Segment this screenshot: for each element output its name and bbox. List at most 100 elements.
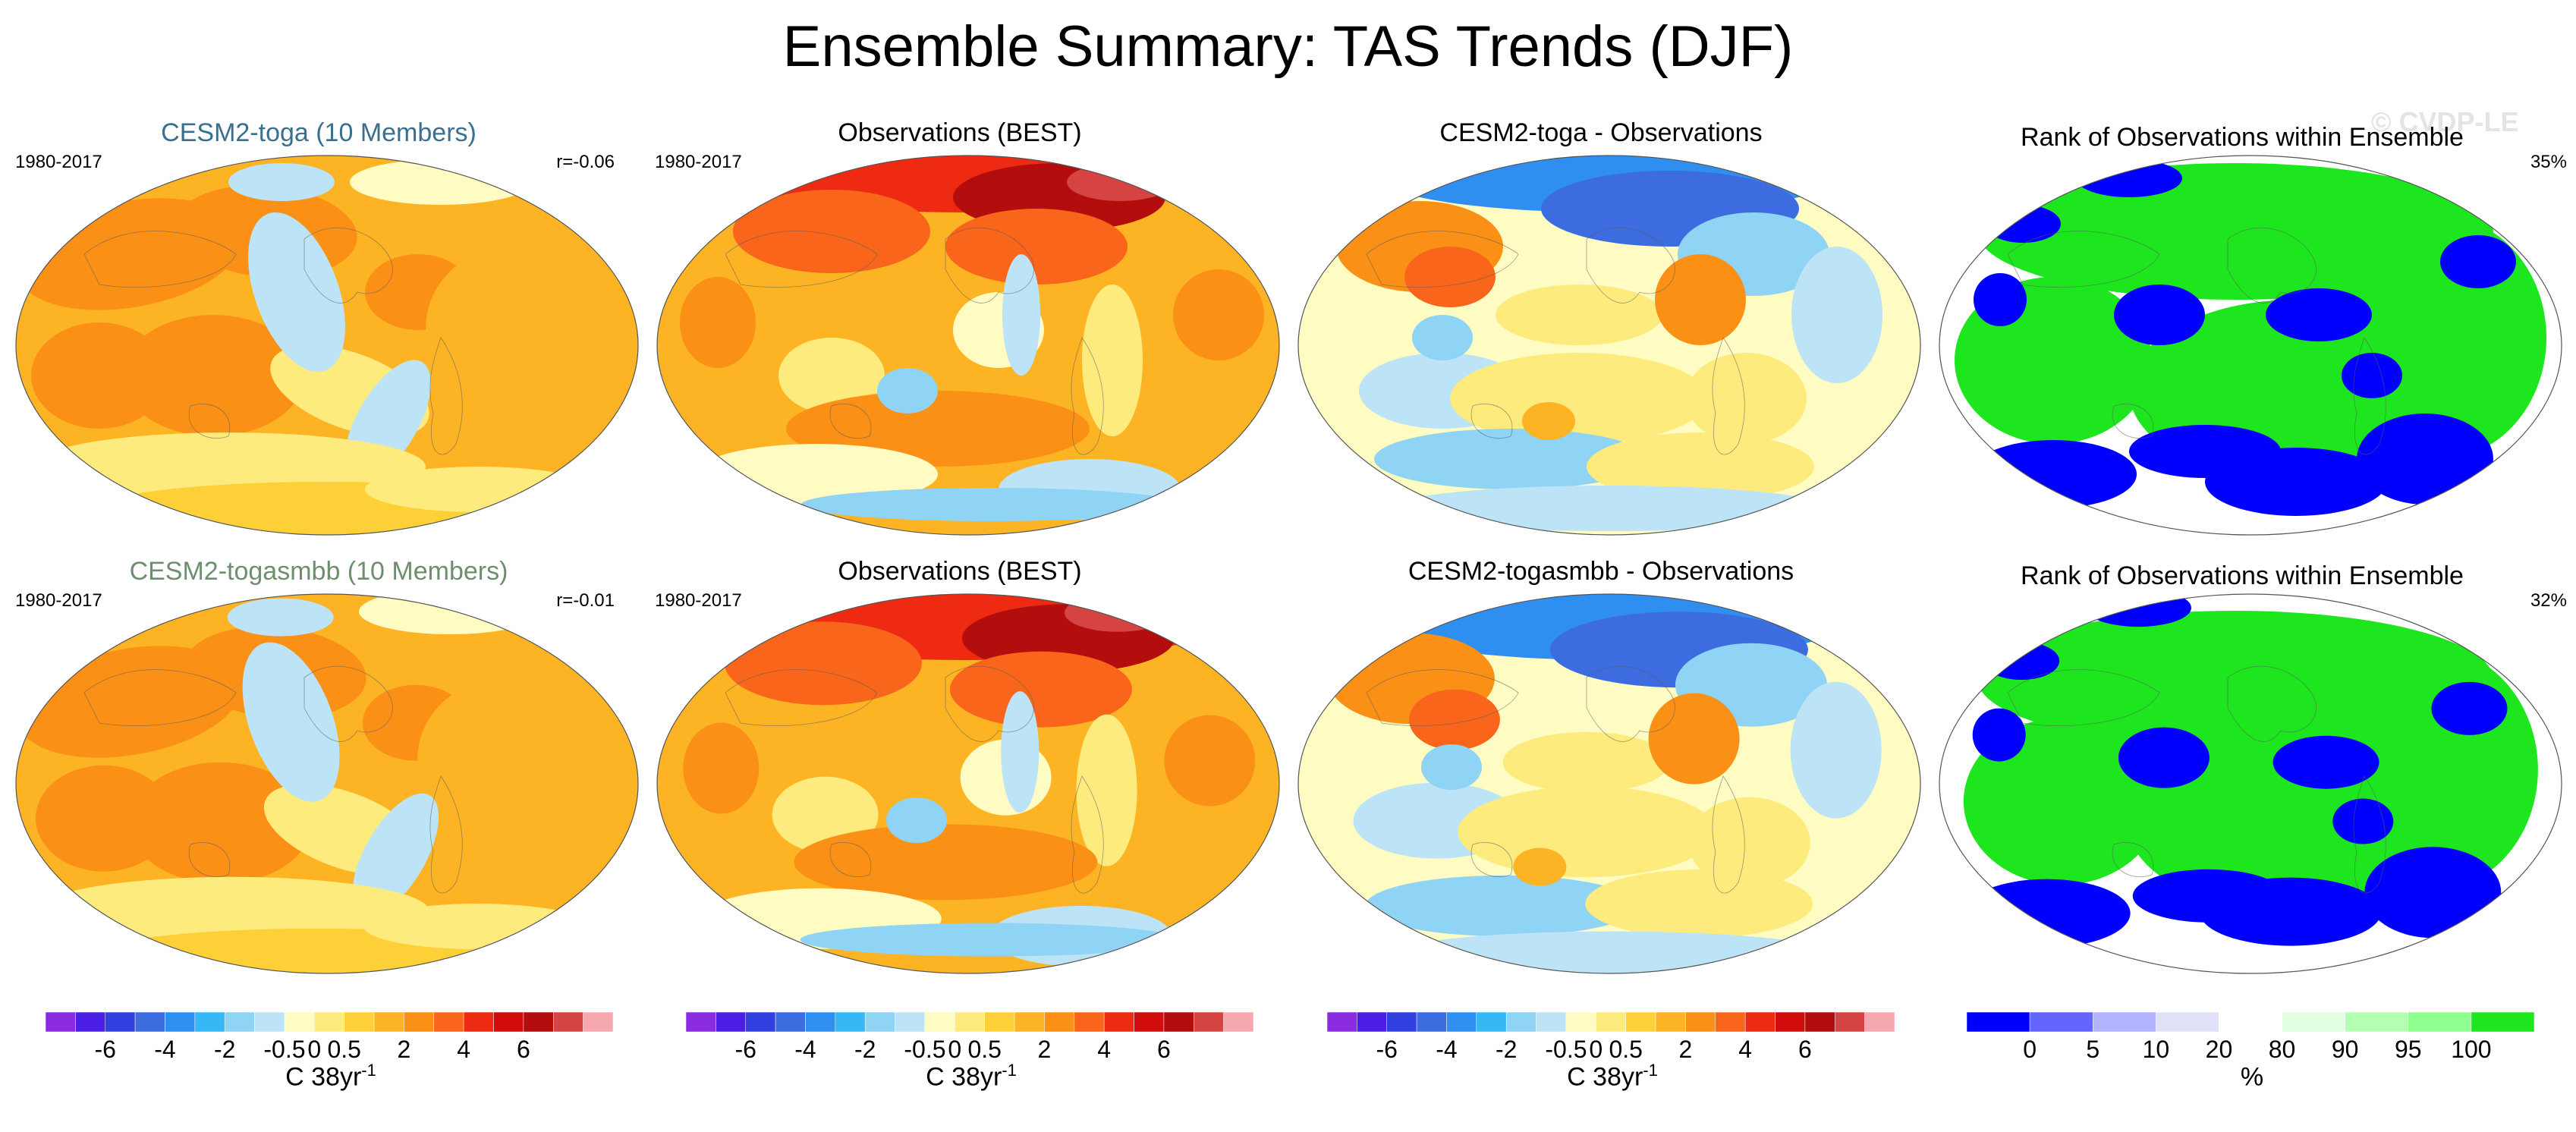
- map-field-region: [1985, 205, 2061, 243]
- coastline: [2227, 227, 2317, 303]
- colorbar-swatch: [2219, 1011, 2282, 1033]
- colorbar-label: C 38yr-1: [926, 1061, 1017, 1092]
- colorbar-swatch: [1864, 1011, 1895, 1033]
- colorbar-swatch: [2092, 1011, 2156, 1033]
- panel-obs-row2: Observations (BEST) 1980-2017: [641, 536, 1280, 976]
- colorbar-swatch: [1103, 1011, 1134, 1033]
- coastline: [1071, 775, 1104, 894]
- colorbar-swatch: [895, 1011, 926, 1033]
- map-field-region: [1963, 718, 2161, 885]
- map-outline: [656, 155, 1280, 536]
- panel-title: Observations (BEST): [838, 118, 1082, 147]
- map-field-region: [1002, 254, 1040, 376]
- panel-title: CESM2-toga - Observations: [1439, 118, 1763, 147]
- map-field-region: [2132, 869, 2285, 923]
- colorbar-swatch: [1966, 1011, 2030, 1033]
- colorbar-swatch: [165, 1011, 196, 1033]
- map-obs-row2: [656, 593, 1280, 974]
- colorbar-swatches: 0 5 10 20 80 90 95 100: [1966, 1011, 2535, 1063]
- coastline: [945, 227, 1034, 303]
- map-outline: [15, 593, 639, 974]
- coastline: [304, 227, 393, 303]
- map-diff-row1: [1297, 155, 1921, 536]
- map-field-region: [949, 651, 1132, 728]
- map-field-region: [724, 621, 922, 706]
- map-field-region: [1458, 786, 1716, 878]
- map-field-region: [680, 277, 756, 368]
- panel-model-row1: CESM2-toga (10 Members) 1980-2017 r=-0.0…: [0, 97, 639, 537]
- map-diff-row2: [1297, 593, 1921, 974]
- panel-diff-row2: CESM2-togasmbb - Observations: [1282, 536, 1921, 976]
- colorbar-swatch: [2345, 1011, 2409, 1033]
- map-field-region: [1970, 440, 2137, 508]
- colorbar-tick-label: 6: [1157, 1036, 1171, 1063]
- colorbar-swatch: [924, 1011, 955, 1033]
- map-field-region: [1001, 691, 1040, 813]
- map-field-region: [1408, 689, 1500, 750]
- colorbar-swatch: [1357, 1011, 1387, 1033]
- map-field-region: [365, 467, 593, 512]
- map-field-region: [885, 797, 947, 844]
- map-rank-row1: [1939, 155, 2562, 536]
- map-outline: [656, 593, 1280, 974]
- colorbar-swatch: [1326, 1011, 1357, 1033]
- coastline: [2112, 842, 2154, 877]
- correlation-label: r=-0.06: [556, 152, 615, 172]
- colorbar-tick-label: 6: [1798, 1036, 1812, 1063]
- rank-summary-label: 35%: [2530, 152, 2567, 172]
- colorbar-swatch: [75, 1011, 105, 1033]
- colorbar-tick-label: 0: [948, 1036, 961, 1063]
- colorbar-tick-label: 0: [307, 1036, 321, 1063]
- colorbar-swatch: [805, 1011, 836, 1033]
- coastline: [1366, 669, 1519, 726]
- map-field-region: [801, 488, 1181, 521]
- map-field-region: [129, 762, 312, 884]
- map-field-region: [683, 722, 760, 814]
- colorbar-tick-label: 0: [1589, 1036, 1603, 1063]
- map-field-region: [794, 824, 1098, 901]
- colorbar-swatch: [2156, 1011, 2219, 1033]
- coastline: [725, 669, 878, 726]
- colorbar-trend-1: -6 -4 -2 -0.5 0 0.5 2 4 6 C 38yr-1: [42, 1011, 619, 1132]
- map-field-region: [1963, 879, 2131, 948]
- map-field-region: [1076, 714, 1137, 866]
- colorbar-tick-label: -4: [154, 1036, 175, 1063]
- map-field-region: [34, 876, 429, 945]
- colorbar-swatch: [835, 1011, 866, 1033]
- coastline: [429, 775, 463, 894]
- colorbar-swatch: [716, 1011, 746, 1033]
- colorbar-swatch: [1685, 1011, 1716, 1033]
- map-field-region: [2129, 425, 2281, 478]
- map-obs-row1: [656, 155, 1280, 536]
- coastline: [1470, 842, 1513, 877]
- map-outline: [1939, 155, 2562, 536]
- colorbar-tick-label: 2: [1038, 1036, 1052, 1063]
- colorbar-swatch: [1386, 1011, 1417, 1033]
- map-outline: [1297, 593, 1921, 974]
- colorbar-trend-3: -6 -4 -2 -0.5 0 0.5 2 4 6 C 38yr-1: [1324, 1011, 1901, 1132]
- panel-title: Rank of Observations within Ensemble: [2021, 123, 2464, 152]
- colorbar-swatch: [1416, 1011, 1447, 1033]
- map-field-region: [363, 904, 592, 950]
- map-field-region: [1522, 402, 1575, 440]
- colorbar-swatch: [1596, 1011, 1626, 1033]
- panel-obs-row1: Observations (BEST) 1980-2017: [641, 97, 1280, 537]
- coastline: [2112, 404, 2154, 439]
- colorbar-swatch: [433, 1011, 464, 1033]
- coastline: [1586, 227, 1675, 303]
- colorbar-tick-label: 2: [398, 1036, 411, 1063]
- map-field-region: [2114, 285, 2205, 345]
- map-model-row2: [15, 593, 639, 974]
- map-field-region: [2332, 798, 2394, 844]
- map-field-region: [1513, 847, 1567, 886]
- map-field-region: [1974, 273, 2027, 326]
- map-field-region: [350, 159, 532, 205]
- coastline: [83, 231, 237, 288]
- colorbar-tick-label: -2: [214, 1036, 235, 1063]
- colorbar-swatch: [463, 1011, 494, 1033]
- map-field-region: [1450, 353, 1708, 444]
- figure-title: Ensemble Summary: TAS Trends (DJF): [782, 14, 1794, 79]
- coastline: [1712, 337, 1745, 455]
- coastline: [304, 665, 393, 742]
- coastline: [83, 669, 237, 726]
